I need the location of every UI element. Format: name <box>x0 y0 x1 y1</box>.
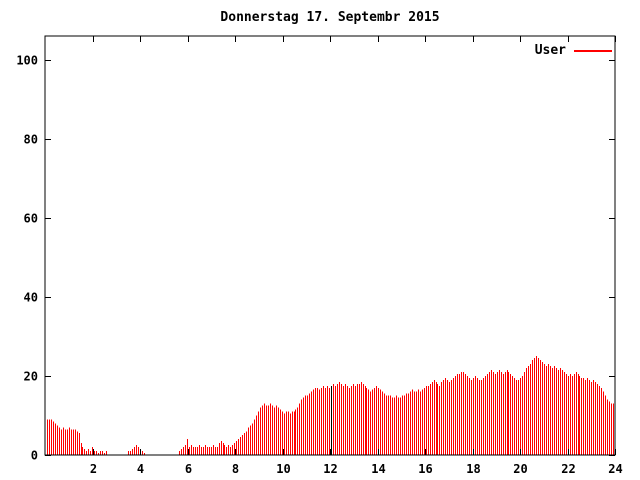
y-tick-label: 20 <box>24 370 38 384</box>
x-tick-label: 4 <box>137 462 144 476</box>
x-tick-label: 20 <box>513 462 527 476</box>
chart-title: Donnerstag 17. Septembr 2015 <box>220 10 440 25</box>
axes-group <box>44 35 616 456</box>
x-tick-label: 14 <box>371 462 385 476</box>
x-tick-label: 22 <box>561 462 575 476</box>
x-tick-label: 6 <box>185 462 192 476</box>
y-tick-label: 60 <box>24 212 38 226</box>
legend-line-sample <box>574 49 612 52</box>
bars-group <box>47 356 614 455</box>
x-tick-label: 24 <box>608 462 622 476</box>
y-tick-label: 100 <box>16 54 38 68</box>
legend-label: User <box>534 43 566 58</box>
x-tick-label: 12 <box>323 462 337 476</box>
x-tick-label: 8 <box>232 462 239 476</box>
y-tick-label: 80 <box>24 133 38 147</box>
y-tick-label: 40 <box>24 291 38 305</box>
x-tick-label: 16 <box>418 462 432 476</box>
x-tick-label: 2 <box>90 462 97 476</box>
y-tick-label: 0 <box>31 449 38 463</box>
x-tick-label: 10 <box>276 462 290 476</box>
x-tick-label: 18 <box>466 462 480 476</box>
legend: User <box>470 43 612 58</box>
